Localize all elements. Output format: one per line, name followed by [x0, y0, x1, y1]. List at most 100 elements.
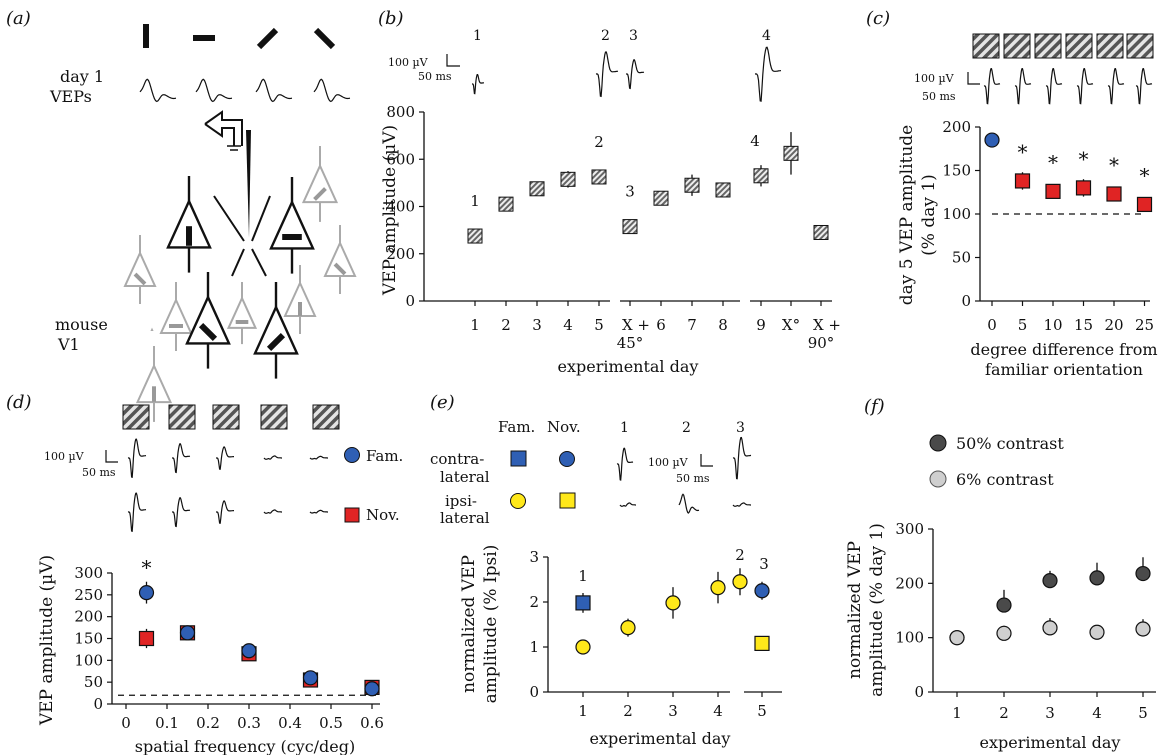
- panel-b-trace-label-1: 1: [473, 28, 482, 44]
- panel-e-extra-point-0: [732, 574, 748, 590]
- panel-c-y-tick-label-0: 0: [961, 292, 971, 310]
- panel-d-y-tick-label-4: 200: [74, 608, 103, 626]
- panel-d-nov-vep-trace-3: [216, 500, 234, 524]
- connection-arrow-2: [251, 195, 271, 242]
- panel-d-y-tick-label-3: 150: [74, 630, 103, 648]
- connection-arrow-4: [251, 248, 267, 277]
- panel-e-ylabel2: amplitude (% Ipsi): [481, 545, 501, 704]
- panel-d-grating-icon-3: [212, 404, 240, 430]
- panel-d-fam-vep-trace-4: [263, 455, 282, 460]
- panel-e-label: (e): [430, 392, 455, 413]
- panel-f-series0-point-4: [1135, 565, 1151, 582]
- panel-e: (e) Fam. Nov. contra- lateral ipsi- late…: [430, 392, 782, 748]
- panel-d-x-tick-label-4: 0.4: [278, 714, 302, 732]
- panel-e-y-tick-label-2: 2: [529, 593, 539, 611]
- panel-e-square-point-1: [754, 635, 770, 652]
- panel-d-fam-vep-trace-5: [309, 455, 328, 460]
- panel-c-point-2: [1045, 183, 1061, 199]
- electrode-icon: [246, 130, 251, 238]
- panel-c-point-0: [984, 132, 1000, 148]
- panel-f-series0-point-3: [1089, 570, 1105, 586]
- connection-arrow-1: [213, 195, 245, 242]
- panel-c-grating-icon-3: [1034, 33, 1062, 59]
- panel-b-point-0: [467, 228, 483, 244]
- panel-b-x-tick-label-3: 4: [563, 316, 573, 334]
- panel-f-ylabel: normalized VEP: [845, 541, 865, 679]
- neuron-dark-antidiagonal: [253, 282, 299, 379]
- panel-e-circle-point-3: [710, 579, 726, 596]
- panel-b-point-5: [622, 219, 638, 235]
- panel-e-point-label-1: 1: [578, 567, 588, 585]
- panel-c-y-tick-label-1: 50: [952, 249, 971, 267]
- neuron-dark-vertical: [166, 176, 212, 273]
- panel-e-y-tick-label-3: 3: [529, 548, 539, 566]
- panel-b-point-2: [529, 181, 545, 197]
- panel-e-x-tick-label-2: 3: [668, 702, 678, 720]
- panel-d-grating-icon-5: [312, 404, 340, 430]
- panel-b-point-label-9: 4: [750, 132, 760, 150]
- panel-d-scale-uv: 100 µV: [44, 450, 85, 463]
- panel-f-series1-point-4: [1135, 621, 1151, 637]
- panel-f-series1-point-2: [1042, 620, 1058, 636]
- panel-e-xlabel: experimental day: [590, 729, 731, 748]
- panel-c-ylabel: day 5 VEP amplitude: [897, 125, 917, 306]
- panel-c-grating-icon-2: [1003, 33, 1031, 59]
- panel-d-grating-icon-1: [122, 404, 150, 430]
- legend-fam-label: Fam.: [366, 447, 403, 465]
- panel-f-y-tick-label-2: 200: [895, 574, 924, 592]
- panel-e-ipsi-vep-3: [732, 502, 751, 507]
- vep-trace-orientation-3: [255, 78, 293, 103]
- panel-c-xlabel2: familiar orientation: [985, 360, 1143, 379]
- panel-d-y-tick-label-0: 0: [93, 695, 103, 713]
- panel-b-point-label-5: 3: [625, 183, 635, 201]
- panel-b-trace-label-2: 2: [601, 28, 610, 44]
- panel-b-point-3: [560, 171, 576, 187]
- panel-c-vep-trace-5: [1107, 68, 1125, 105]
- panel-f-y-tick-label-1: 100: [895, 629, 924, 647]
- panel-e-point-label-3: 3: [759, 555, 769, 573]
- panel-d-fam-vep-trace-2: [172, 443, 191, 474]
- panel-b-point-9: [753, 168, 769, 184]
- panel-d-x-tick-label-6: 0.6: [360, 714, 384, 732]
- neuron-gray-6: [135, 346, 173, 422]
- legend-nov-marker: [344, 507, 360, 523]
- panel-b-scale-ms: 50 ms: [418, 70, 452, 83]
- panel-b-y-tick-label-4: 800: [386, 103, 415, 121]
- panel-b-point-label-0: 1: [470, 192, 480, 210]
- panel-c-scale-bar: [967, 72, 980, 85]
- panel-e-ipsi-nov-marker: [559, 492, 576, 509]
- panel-d-chart: 0 50 100 150 200 250 300 0 0.1 0.2 0.3 0.4 0.5 0.6spa…: [37, 555, 384, 755]
- neuron-gray-1: [301, 146, 339, 222]
- panel-e-x-tick-label-0: 1: [578, 702, 588, 720]
- panel-f-series1-point-1: [996, 625, 1012, 641]
- neuron-network-diagram: [123, 146, 357, 422]
- panel-a-mouse1: mouse: [55, 315, 108, 334]
- panel-b-x-tick-label-4: 5: [594, 316, 604, 334]
- panel-b-x-tick-label-6: 45°: [617, 334, 644, 352]
- panel-e-row-ipsi1: ipsi-: [445, 492, 477, 510]
- panel-e-circle-point-2: [665, 595, 681, 611]
- panel-b-point-4: [591, 169, 607, 185]
- panel-b-ylabel: VEP amplitude (µV): [380, 125, 400, 296]
- panel-c-grating-icon-5: [1096, 33, 1124, 59]
- legend-50-label: 50% contrast: [956, 434, 1064, 453]
- panel-c-x-tick-label-3: 15: [1074, 316, 1093, 334]
- panel-c-vep-trace-2: [1014, 68, 1032, 105]
- panel-b-trace-label-3: 3: [629, 28, 638, 44]
- panel-e-circle-point-1: [620, 620, 636, 636]
- panel-b-xlabel: experimental day: [558, 357, 699, 376]
- panel-d-fam-vep-trace-3: [216, 446, 234, 470]
- panel-b-y-tick-label-3: 600: [386, 150, 415, 168]
- panel-b-point-1: [498, 196, 514, 212]
- panel-d-x-tick-label-5: 0.5: [319, 714, 343, 732]
- panel-d-y-tick-label-5: 250: [74, 586, 103, 604]
- panel-f-series0-point-1: [996, 597, 1012, 613]
- panel-c-vep-trace-3: [1045, 68, 1063, 105]
- day1-vep-traces: [139, 78, 351, 103]
- neuron-dark-horizontal: [269, 177, 315, 274]
- panel-c-sig-5: *: [1140, 163, 1150, 187]
- panel-c-xlabel: degree difference from: [970, 340, 1157, 359]
- panel-d-fam-point-4: [364, 681, 380, 697]
- panel-e-col-nov: Nov.: [547, 418, 581, 436]
- panel-c-grating-icon-1: [972, 33, 1000, 59]
